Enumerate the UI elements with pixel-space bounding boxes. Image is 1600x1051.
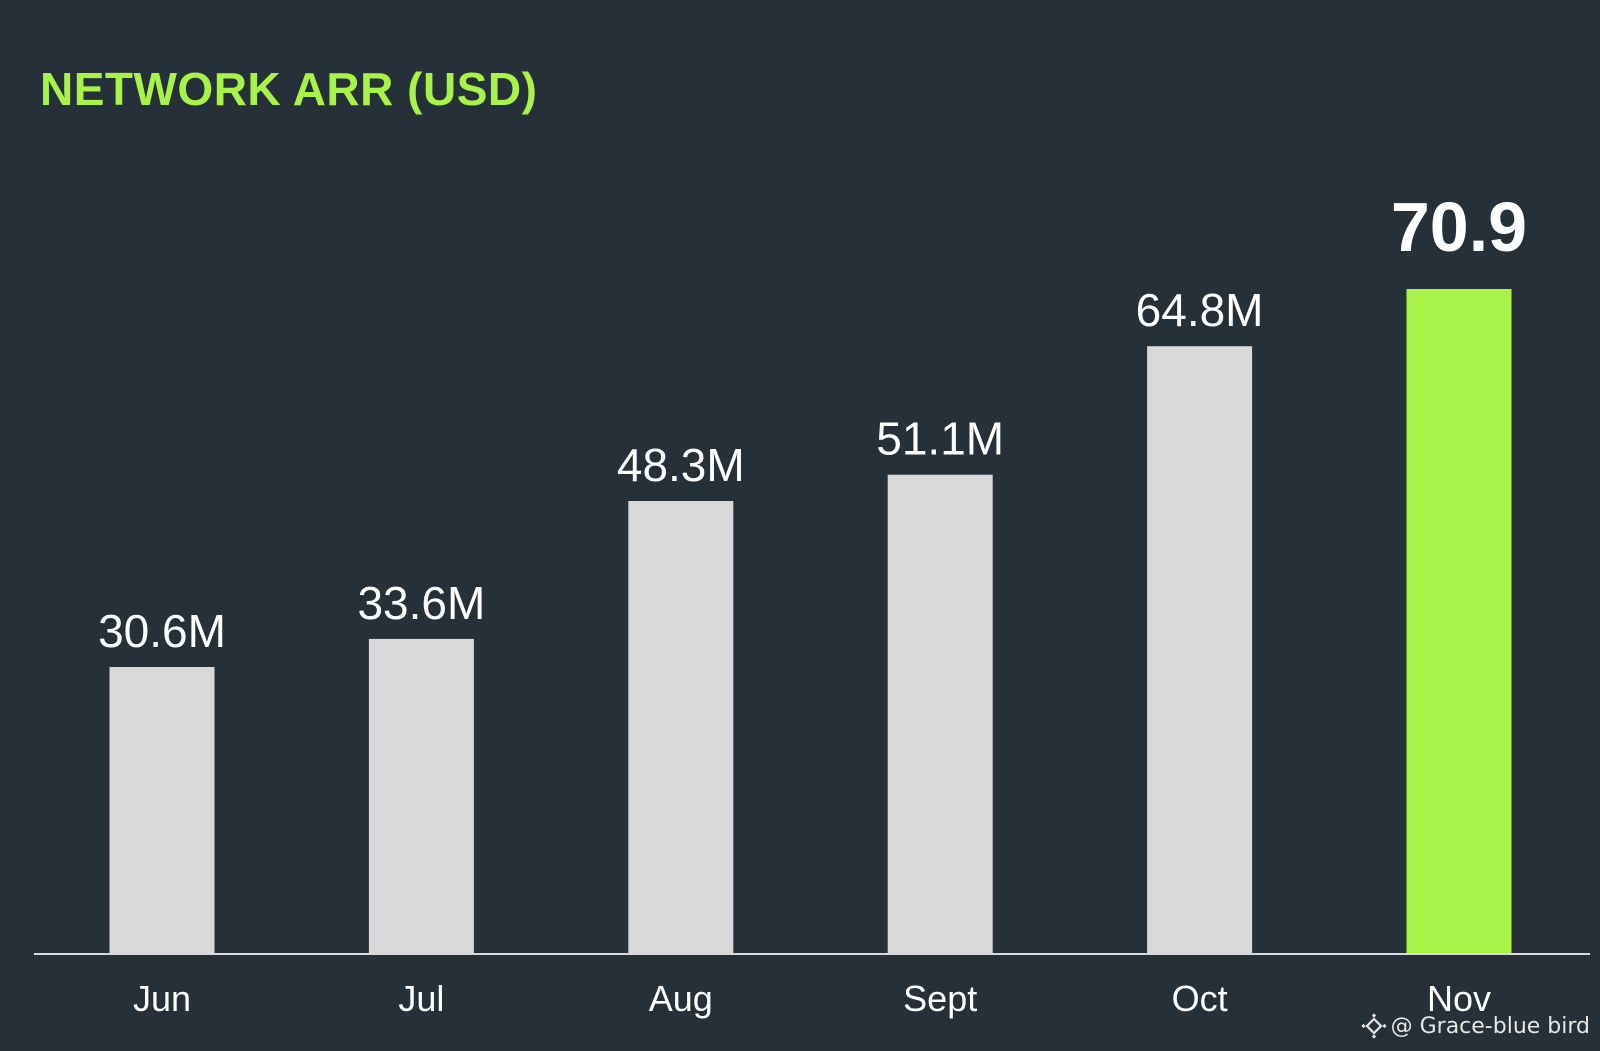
x-tick-labels-group: Jun Jul Aug Sept Oct Nov bbox=[133, 978, 1491, 1019]
value-label-sept: 51.1M bbox=[876, 413, 1004, 465]
value-label-jun: 30.6M bbox=[98, 605, 226, 657]
x-tick-label-aug: Aug bbox=[649, 978, 713, 1019]
value-label-aug: 48.3M bbox=[617, 439, 745, 491]
watermark: @ Grace-blue bird bbox=[1360, 1013, 1590, 1039]
chart-title: NETWORK ARR (USD) bbox=[40, 63, 538, 115]
bar-jun bbox=[109, 667, 215, 954]
x-tick-label-jun: Jun bbox=[133, 978, 191, 1019]
x-tick-label-oct: Oct bbox=[1172, 978, 1228, 1019]
value-labels-group: 30.6M 33.6M 48.3M 51.1M 64.8M 70.9 bbox=[98, 188, 1527, 657]
x-tick-label-sept: Sept bbox=[903, 978, 977, 1019]
bar-oct bbox=[1147, 346, 1253, 954]
bar-sept bbox=[887, 474, 993, 954]
bars-group bbox=[109, 289, 1512, 954]
bar-aug bbox=[628, 501, 734, 954]
bar-jul bbox=[368, 638, 474, 954]
watermark-text: @ Grace-blue bird bbox=[1390, 1013, 1590, 1039]
x-tick-label-nov: Nov bbox=[1427, 978, 1491, 1019]
value-label-jul: 33.6M bbox=[357, 577, 485, 629]
x-tick-label-jul: Jul bbox=[398, 978, 444, 1019]
binance-diamond-icon bbox=[1360, 1013, 1387, 1039]
value-label-nov: 70.9 bbox=[1391, 188, 1527, 266]
bar-nov bbox=[1406, 289, 1512, 954]
value-label-oct: 64.8M bbox=[1136, 284, 1264, 336]
